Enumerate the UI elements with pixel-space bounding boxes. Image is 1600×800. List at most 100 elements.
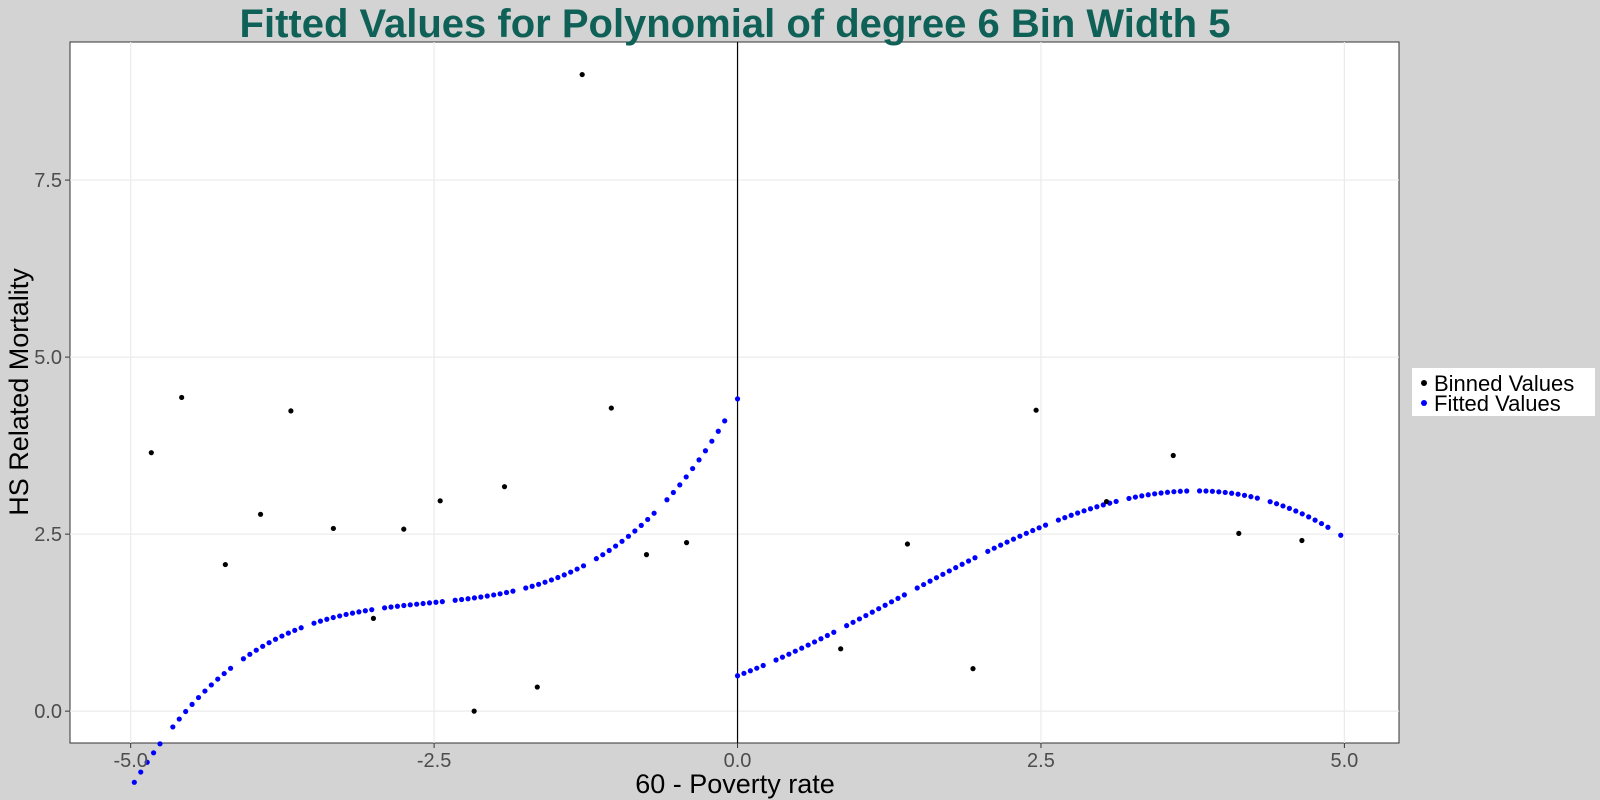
fitted-value-point <box>388 604 394 610</box>
fitted-value-point <box>927 578 933 584</box>
fitted-value-point <box>1241 492 1248 498</box>
fitted-value-point <box>439 599 445 605</box>
fitted-value-point <box>1318 520 1325 527</box>
fitted-value-point <box>362 608 368 614</box>
fitted-value-point <box>227 665 234 671</box>
fitted-value-point <box>1004 539 1010 545</box>
fitted-value-point <box>625 533 632 539</box>
fitted-value-point <box>1312 517 1318 523</box>
fitted-value-point <box>811 639 818 645</box>
fitted-value-point <box>536 581 542 587</box>
plot-panel <box>69 41 1400 744</box>
fitted-value-point <box>1055 517 1061 523</box>
fitted-value-point <box>863 612 869 619</box>
fitted-value-point <box>337 613 343 619</box>
fitted-value-point <box>664 497 670 503</box>
fitted-value-point <box>1164 489 1171 495</box>
x-tick-label: -2.5 <box>417 750 451 772</box>
fitted-value-point <box>632 528 638 534</box>
fitted-value-point <box>606 547 612 554</box>
fitted-value-point <box>394 603 401 609</box>
fitted-value-point <box>799 645 805 651</box>
fitted-value-point <box>426 600 433 606</box>
fitted-value-point <box>953 565 959 571</box>
fitted-value-point <box>722 418 728 424</box>
fitted-value-point <box>1235 491 1241 497</box>
fitted-value-point <box>157 741 163 747</box>
fitted-value-point <box>702 448 709 454</box>
fitted-value-point <box>921 581 927 588</box>
fitted-value-point <box>805 642 811 648</box>
binned-value-point <box>534 684 540 690</box>
fitted-value-point <box>645 516 651 523</box>
binned-value-point <box>222 561 228 568</box>
fitted-value-point <box>1087 506 1094 512</box>
fitted-value-point <box>991 545 997 551</box>
binned-value-point <box>838 646 844 652</box>
fitted-value-point <box>792 648 798 654</box>
legend-label-binned: Binned Values <box>1434 371 1574 396</box>
fitted-value-point <box>1254 495 1260 501</box>
fitted-value-point <box>1338 532 1344 538</box>
fitted-value-point <box>856 616 863 622</box>
x-axis-ticks: -5.0 -2.5 0.0 2.5 5.0 <box>113 743 1358 772</box>
fitted-value-point <box>734 673 741 679</box>
fitted-value-point <box>914 585 920 591</box>
fitted-value-point <box>593 556 599 562</box>
x-axis-label: 60 - Poverty rate <box>635 769 835 799</box>
fitted-value-point <box>888 599 895 605</box>
fitted-value-point <box>824 632 830 639</box>
fitted-value-point <box>670 489 676 496</box>
fitted-value-point <box>131 779 137 785</box>
fitted-value-point <box>221 670 227 677</box>
fitted-value-point <box>1030 527 1036 534</box>
fitted-value-point <box>1132 494 1138 500</box>
fitted-value-point <box>1042 522 1049 528</box>
fitted-value-point <box>497 591 503 597</box>
fitted-value-point <box>946 568 952 574</box>
fitted-value-point <box>850 619 856 625</box>
fitted-value-point <box>266 640 272 646</box>
fitted-value-point <box>414 601 420 607</box>
fitted-value-point <box>452 597 458 603</box>
fitted-value-point <box>478 594 484 600</box>
fitted-value-point <box>1171 489 1177 495</box>
y-tick-label: 5.0 <box>34 347 62 369</box>
binned-value-point <box>1299 537 1305 544</box>
fitted-value-point <box>215 676 221 682</box>
fitted-value-point <box>1229 490 1235 496</box>
fitted-value-point <box>401 602 407 609</box>
binned-value-point <box>904 541 911 547</box>
y-axis-ticks: 0.0 2.5 5.0 7.5 <box>34 170 70 723</box>
fitted-value-point <box>1293 508 1299 514</box>
fitted-value-point <box>786 651 792 657</box>
fitted-value-point <box>690 465 696 472</box>
fitted-value-point <box>1299 511 1305 517</box>
fitted-value-point <box>940 571 946 577</box>
binned-value-point <box>1103 498 1110 505</box>
fitted-value-point <box>208 682 214 688</box>
x-tick-label: 5.0 <box>1330 750 1358 772</box>
binned-value-point <box>471 708 477 714</box>
fitted-value-point <box>369 607 375 613</box>
fitted-value-point <box>1286 505 1293 511</box>
fitted-value-point <box>1203 488 1209 494</box>
chart-title: Fitted Values for Polynomial of degree 6… <box>240 2 1231 46</box>
fitted-value-point <box>1075 510 1081 516</box>
fitted-value-point <box>1280 503 1286 509</box>
fitted-value-point <box>343 611 349 618</box>
fitted-value-point <box>292 627 298 633</box>
fitted-value-point <box>683 474 689 480</box>
fitted-value-point <box>503 589 510 596</box>
fitted-value-point <box>998 542 1004 548</box>
fitted-value-point <box>1177 488 1183 494</box>
fitted-value-point <box>1081 508 1087 514</box>
fitted-value-point <box>253 647 259 653</box>
fitted-value-point <box>1139 493 1145 499</box>
fitted-value-point <box>985 548 991 554</box>
fitted-value-point <box>965 558 972 564</box>
binned-value-point <box>579 71 585 78</box>
fitted-value-point <box>574 566 580 572</box>
legend-label-fitted: Fitted Values <box>1434 391 1561 416</box>
